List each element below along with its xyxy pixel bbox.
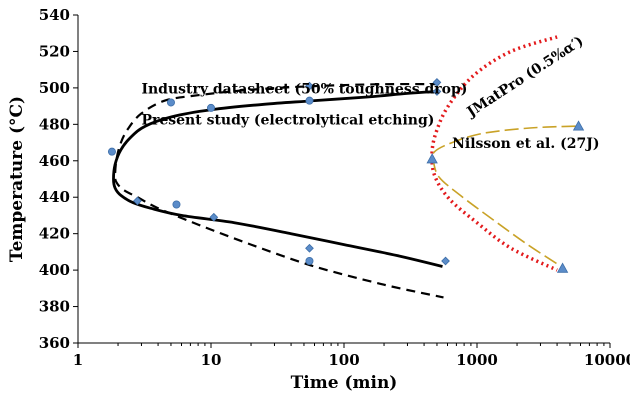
diamond-marker [305,243,314,253]
y-tick-label: 480 [39,115,70,133]
x-tick-label: 100 [328,351,359,369]
diamond-marker [305,81,314,91]
diamond-marker [133,196,142,206]
y-tick-label: 540 [39,6,70,24]
y-tick-label: 460 [39,152,70,170]
diamond-marker [432,87,442,96]
x-tick-label: 10 [201,351,222,369]
series-line-2 [113,82,444,299]
y-tick-label: 440 [39,188,70,206]
annotation-4: Nilsson et al. (27J) [452,136,599,152]
x-axis-title: Time (min) [291,373,398,393]
series-line-3 [430,35,558,272]
triangle-marker [556,262,569,273]
series [112,35,576,299]
y-tick-label: 360 [39,334,70,352]
circle-marker [305,96,314,105]
x-tick-label: 10000 [584,351,630,369]
markers [107,78,585,273]
series-line-1 [112,90,443,268]
y-tick-label: 520 [39,42,70,60]
x-tick-label: 1 [73,351,83,369]
diamond-marker [432,78,442,87]
diamond-marker [209,212,219,222]
y-tick-label: 500 [39,79,70,97]
circle-marker [166,98,175,107]
annotation-1: Industry datasheet (50% toughness drop) [141,81,467,97]
annotation-2: Present study (electrolytical etching) [141,112,434,128]
circle-marker [172,200,181,209]
x-ticks: 1 10 100 1000 10000 [73,343,630,369]
circle-marker [206,103,215,112]
y-tick-label: 380 [39,298,70,316]
diamond-marker [441,256,450,266]
triangle-marker [572,120,585,131]
triangle-marker [426,153,438,164]
y-axis-title: Temperature (°C) [7,96,27,262]
x-tick-label: 1000 [456,351,498,369]
circle-marker [305,256,314,265]
y-ticks: 360 380 400 420 440 460 480 500 520 540 [39,6,78,352]
y-tick-label: 400 [39,261,70,279]
annotations: Industry datasheet (50% toughness drop) P… [141,33,599,152]
circle-marker [107,147,116,156]
y-tick-label: 420 [39,225,70,243]
